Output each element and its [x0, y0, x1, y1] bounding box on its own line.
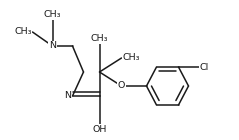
Text: CH₃: CH₃ — [123, 53, 140, 62]
Text: N: N — [49, 41, 56, 51]
Text: N: N — [65, 92, 71, 101]
Text: CH₃: CH₃ — [44, 10, 61, 19]
Text: CH₃: CH₃ — [14, 27, 32, 37]
Text: CH₃: CH₃ — [91, 34, 108, 43]
Text: O: O — [118, 81, 125, 90]
Text: Cl: Cl — [200, 62, 209, 72]
Text: OH: OH — [92, 125, 107, 134]
